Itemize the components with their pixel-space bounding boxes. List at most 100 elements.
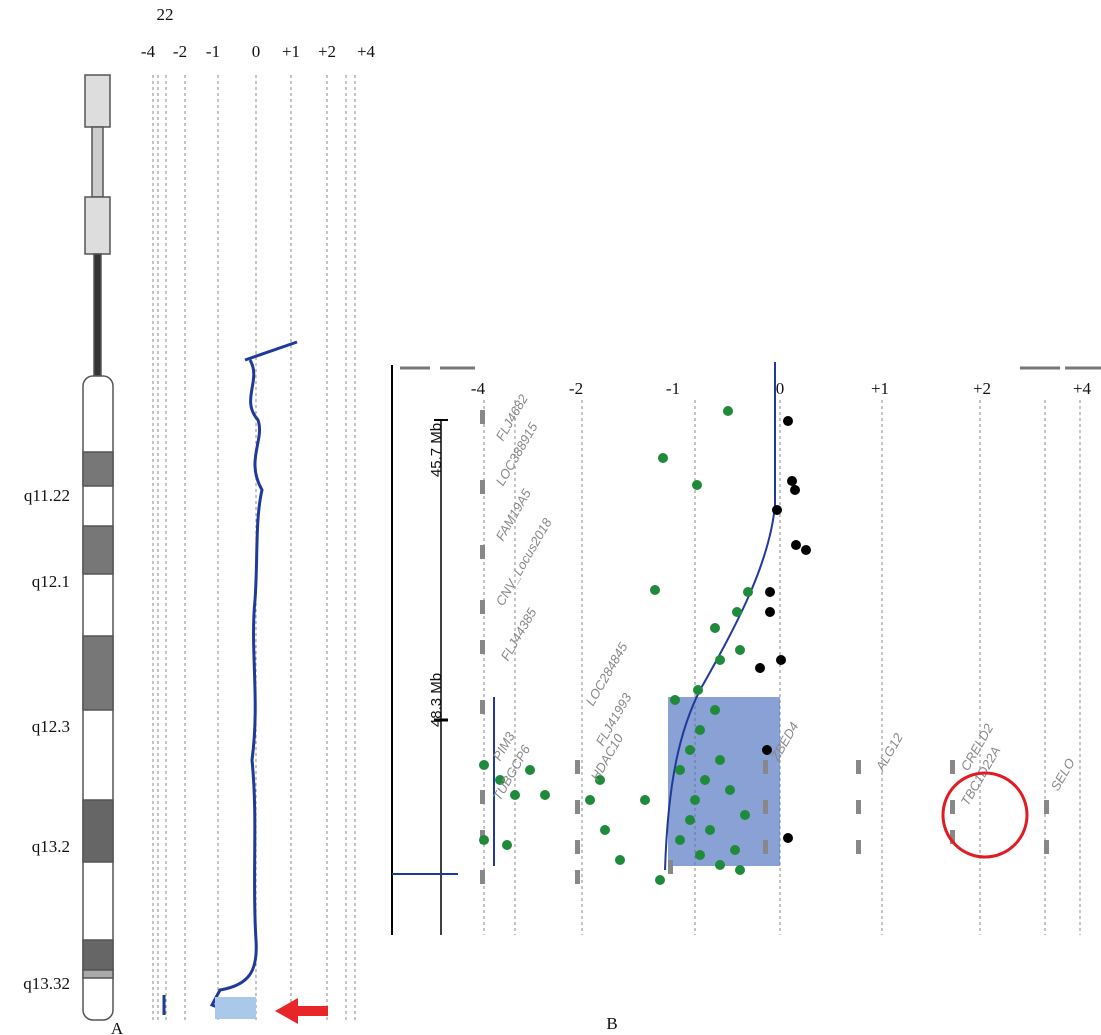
probe: [732, 607, 742, 617]
probe: [783, 416, 793, 426]
probe: [650, 585, 660, 595]
probe: [740, 810, 750, 820]
probe: [801, 545, 811, 555]
probe: [690, 795, 700, 805]
probe: [695, 725, 705, 735]
probe: [723, 406, 733, 416]
probe: [735, 865, 745, 875]
probe: [615, 855, 625, 865]
probe: [600, 825, 610, 835]
gene-mark: [575, 760, 580, 774]
probe: [692, 480, 702, 490]
gene-mark: [480, 545, 485, 559]
tick-label: +4: [1073, 379, 1092, 398]
probe: [710, 623, 720, 633]
gene-mark: [480, 410, 485, 424]
probe: [525, 765, 535, 775]
gene-mark: [1044, 840, 1049, 854]
tick-label: +2: [973, 379, 991, 398]
band-label: q11.22: [24, 486, 70, 505]
tick-label: -1: [666, 379, 680, 398]
probe: [658, 453, 668, 463]
gene-mark: [575, 870, 580, 884]
gene-mark: [575, 800, 580, 814]
chromosome-label: 22: [157, 5, 174, 24]
gene-mark: [480, 870, 485, 884]
probe: [640, 795, 650, 805]
tick-label: +2: [318, 42, 336, 61]
probe: [765, 587, 775, 597]
probe: [715, 860, 725, 870]
probe: [675, 765, 685, 775]
band-label: q13.32: [23, 974, 70, 993]
probe: [655, 875, 665, 885]
band-label: q12.1: [32, 572, 70, 591]
probe: [787, 476, 797, 486]
gene-mark: [480, 700, 485, 714]
probe: [772, 505, 782, 515]
gene-mark: [668, 860, 673, 874]
band-label: q12.3: [32, 717, 70, 736]
probe: [776, 655, 786, 665]
probe: [693, 685, 703, 695]
probe: [735, 645, 745, 655]
gene-mark: [763, 840, 768, 854]
tick-label: -4: [471, 379, 486, 398]
gene-mark: [575, 840, 580, 854]
gene-mark: [950, 800, 955, 814]
scale-label: 48.3 Mb: [428, 673, 445, 727]
gene-mark: [763, 760, 768, 774]
probe: [765, 607, 775, 617]
probe: [715, 755, 725, 765]
probe: [725, 785, 735, 795]
probe: [710, 705, 720, 715]
scale-label: 45.7 Mb: [428, 423, 445, 477]
probe: [502, 840, 512, 850]
probe: [783, 833, 793, 843]
ideogram: [83, 75, 113, 1020]
profile-curve: [212, 342, 297, 1012]
gene-mark: [1044, 800, 1049, 814]
probe: [540, 790, 550, 800]
probe: [585, 795, 595, 805]
probe: [479, 760, 489, 770]
tick-label: -2: [173, 42, 187, 61]
probe: [790, 485, 800, 495]
arrow: [275, 998, 328, 1024]
probe: [715, 655, 725, 665]
probe: [675, 835, 685, 845]
probe: [510, 790, 520, 800]
probe: [755, 663, 765, 673]
probe: [705, 825, 715, 835]
gene-mark: [856, 800, 861, 814]
tick-label: 0: [776, 379, 785, 398]
probe: [695, 850, 705, 860]
gene-mark: [856, 760, 861, 774]
tick-label: +1: [871, 379, 889, 398]
tick-label: 0: [252, 42, 261, 61]
gene-mark: [856, 840, 861, 854]
tick-label: +1: [282, 42, 300, 61]
probe: [479, 835, 489, 845]
deletion-region: [215, 997, 256, 1019]
gene-mark: [480, 600, 485, 614]
probe: [670, 695, 680, 705]
probe: [743, 587, 753, 597]
panel-label: B: [606, 1014, 617, 1033]
figure: 22 A FLJ4682LOC388915FAM19A5CNV_Locus201…: [0, 0, 1101, 1035]
probe: [700, 775, 710, 785]
panel-label: A: [111, 1019, 124, 1035]
band-label: q13.2: [32, 837, 70, 856]
gene-mark: [950, 760, 955, 774]
probe: [685, 815, 695, 825]
probe: [685, 745, 695, 755]
gene-mark: [480, 480, 485, 494]
gene-mark: [480, 640, 485, 654]
gene-mark: [480, 790, 485, 804]
tick-label: -4: [141, 42, 156, 61]
tick-label: +4: [357, 42, 376, 61]
probe: [730, 845, 740, 855]
tick-label: -2: [569, 379, 583, 398]
tick-label: -1: [206, 42, 220, 61]
probe: [791, 540, 801, 550]
